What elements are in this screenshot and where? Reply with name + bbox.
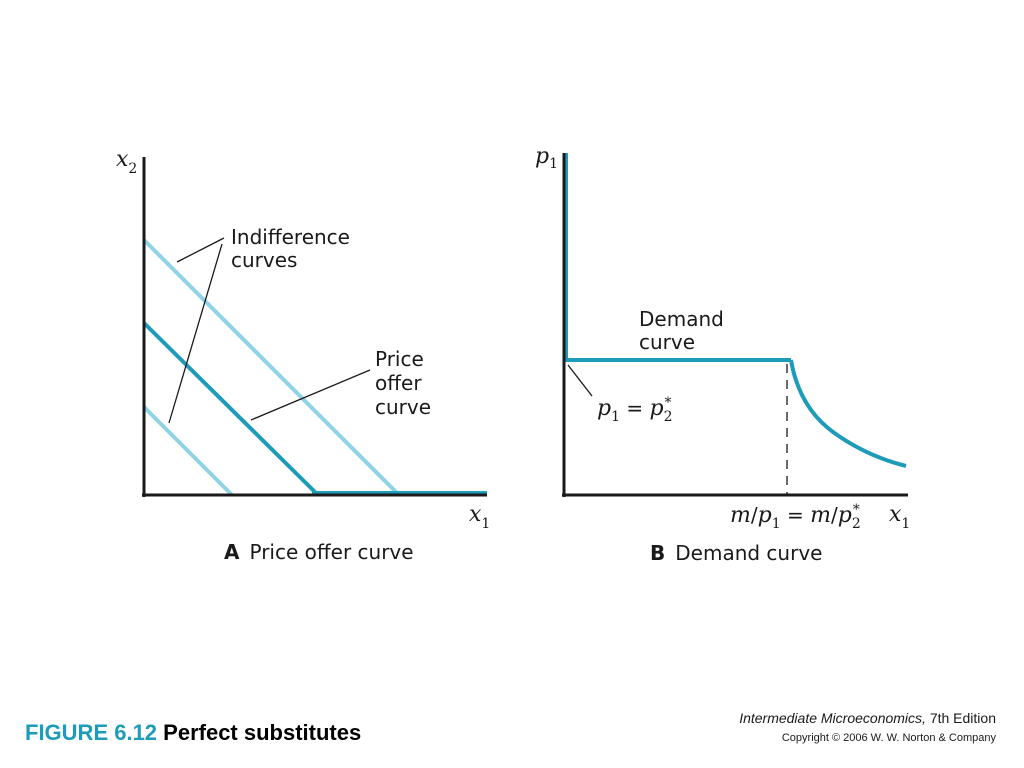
panel-b-caption: B Demand curve [650,541,822,565]
indifference-curve-inner [142,405,234,497]
price-leader [567,364,593,397]
footer: FIGURE 6.12 Perfect substitutes Intermed… [25,710,996,745]
panel-b-y-axis-label: p1 [535,144,558,172]
indifference-curve-outer [142,238,399,495]
panel-a-x-axis-label: x1 [469,502,490,532]
indifference-leader-2 [168,243,223,424]
demand-label-line1: Demand [639,307,724,331]
book-title: Intermediate Microeconomics, 7th Edition [739,710,996,726]
indifference-curve-middle [142,321,318,495]
panel-b: p1 x1 Demand curve p1 = p2* m/p1 = m/p2*… [535,144,910,565]
figure-number: FIGURE 6.12 [25,720,157,745]
indifference-label-line2: curves [231,248,297,272]
demand-label-line2: curve [639,330,695,354]
figure-caption: FIGURE 6.12 Perfect substitutes [25,720,361,745]
panel-a-caption: A Price offer curve [224,540,414,564]
indifference-leader-1 [176,237,225,263]
figure-title: Perfect substitutes [157,720,361,745]
panel-a: x2 x1 Indifference curves Price offer cu… [116,147,490,564]
offer-label-line1: Price [375,347,424,371]
offer-label-line3: curve [375,395,431,419]
panel-b-x-axis-label: x1 [889,502,910,532]
price-equality-label: p1 = p2* [597,395,673,425]
copyright: Copyright © 2006 W. W. Norton & Company [782,732,997,744]
offer-label-line2: offer [375,371,422,395]
demand-curve-hyperbola [789,359,907,468]
panel-a-y-axis-label: x2 [116,147,137,177]
indifference-label-line1: Indifference [231,225,350,249]
offer-leader [250,369,371,421]
x-tick-income-ratio: m/p1 = m/p2* [730,502,861,532]
